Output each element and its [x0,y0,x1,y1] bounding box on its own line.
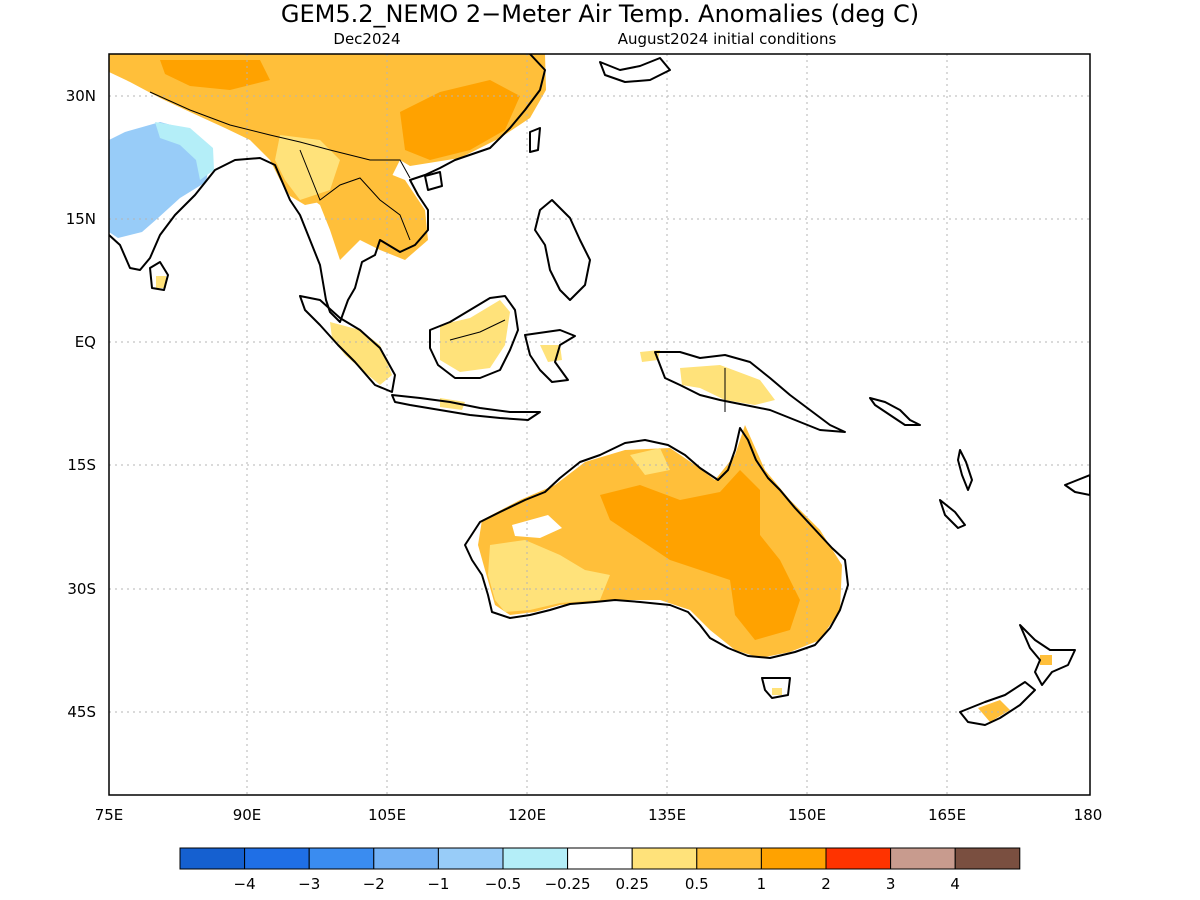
colorbar-swatch [954,847,1021,870]
colorbar-label: −3 [298,875,320,893]
colorbar-swatch [825,847,892,870]
sri-lanka-coast [149,261,169,291]
colorbar-label: −1 [427,875,449,893]
colorbar-swatch [502,847,569,870]
x-tick-label: 75E [95,806,124,824]
newguinea-coast [654,351,846,433]
colorbar-swatch [373,847,439,870]
anomaly-shading [109,54,1052,722]
china-border [149,91,411,179]
australia-coast [464,427,849,659]
tibet-warm [160,60,270,90]
x-tick-label: 180 [1074,806,1103,824]
australia-west-light [488,540,610,612]
colorbar-label: −4 [234,875,256,893]
y-tick-label: 15N [66,210,96,228]
colorbar-swatch [244,847,310,870]
forecast-month: Dec2024 [333,30,400,48]
x-tick-label: 90E [233,806,262,824]
java-coast [391,394,541,421]
fiji-islands [1064,474,1090,496]
colorbar-swatch [179,847,246,870]
y-tick-label: EQ [75,333,96,351]
china-warm-anomaly [109,54,546,205]
colorbar-swatch [567,847,633,870]
colorbar-label: 4 [950,875,960,893]
newzealand-north-coast [1019,624,1076,686]
australia-strong-warm [600,470,800,640]
colorbar-label: 0.25 [615,875,648,893]
colorbar-swatch [437,847,504,870]
borneo-border [449,319,506,341]
india-cool-edge [155,122,214,180]
borneo-warm [440,300,510,372]
sumatra-warm [330,322,392,385]
colorbar-swatch [890,847,956,870]
srilanka-warm [156,276,166,288]
y-tick-label: 15S [67,456,96,474]
y-tick-label: 45S [67,703,96,721]
indochina-border [299,149,411,241]
colorbar-swatch [308,847,375,870]
solomon-islands [869,397,921,426]
new-caledonia [939,499,966,529]
coastlines [109,54,1090,726]
colorbar-label: −0.25 [545,875,591,893]
map-title: GEM5.2_NEMO 2−Meter Air Temp. Anomalies … [281,0,919,28]
colorbar-swatch [631,847,698,870]
colorbar-swatch [696,847,762,870]
colorbar-label: 1 [757,875,767,893]
newzealand-warm [978,700,1010,722]
asia-coastline [109,54,546,323]
colorbar-label: 2 [821,875,831,893]
tasmania-coast [761,677,791,699]
graticule [109,54,1090,795]
y-tick-label: 30N [66,87,96,105]
map-frame [108,53,1091,796]
china-strong-warm [400,80,520,160]
borneo-coast [429,295,519,379]
x-tick-label: 105E [368,806,406,824]
newzealand-north-warm [1040,655,1052,665]
colorbar-label: −2 [363,875,385,893]
newguinea-warm [680,365,775,405]
y-axis: 30N 15N EQ 15S 30S 45S [66,87,96,721]
taiwan-coast [529,127,541,153]
japan-fragment [599,57,671,83]
colorbar-swatch [760,847,827,870]
x-tick-label: 120E [508,806,546,824]
tasmania-light [772,688,782,695]
map-panel [109,54,1090,795]
vanuatu-islands [957,449,973,491]
colorbar: −4 −3 −2 −1 −0.5 −0.25 0.25 0.5 1 2 3 4 [179,847,1021,893]
philippines-coast [534,199,591,301]
india-cool-anomaly [109,122,212,238]
colorbar-label: 3 [886,875,896,893]
x-axis: 75E 90E 105E 120E 135E 150E 165E 180 [95,806,1103,824]
hainan-coast [424,171,443,191]
x-tick-label: 135E [648,806,686,824]
colorbar-label: 0.5 [685,875,709,893]
colorbar-label: −0.5 [485,875,521,893]
initial-conditions-label: August2024 initial conditions [618,30,837,48]
x-tick-label: 150E [788,806,826,824]
australia-nw-light [630,448,670,475]
x-tick-label: 165E [928,806,966,824]
y-tick-label: 30S [67,580,96,598]
australia-interior-cool-patch [512,515,562,538]
newzealand-south-coast [959,681,1036,726]
sulawesi-coast [524,329,576,383]
sumatra-coast [299,295,396,393]
country-borders [149,91,726,412]
